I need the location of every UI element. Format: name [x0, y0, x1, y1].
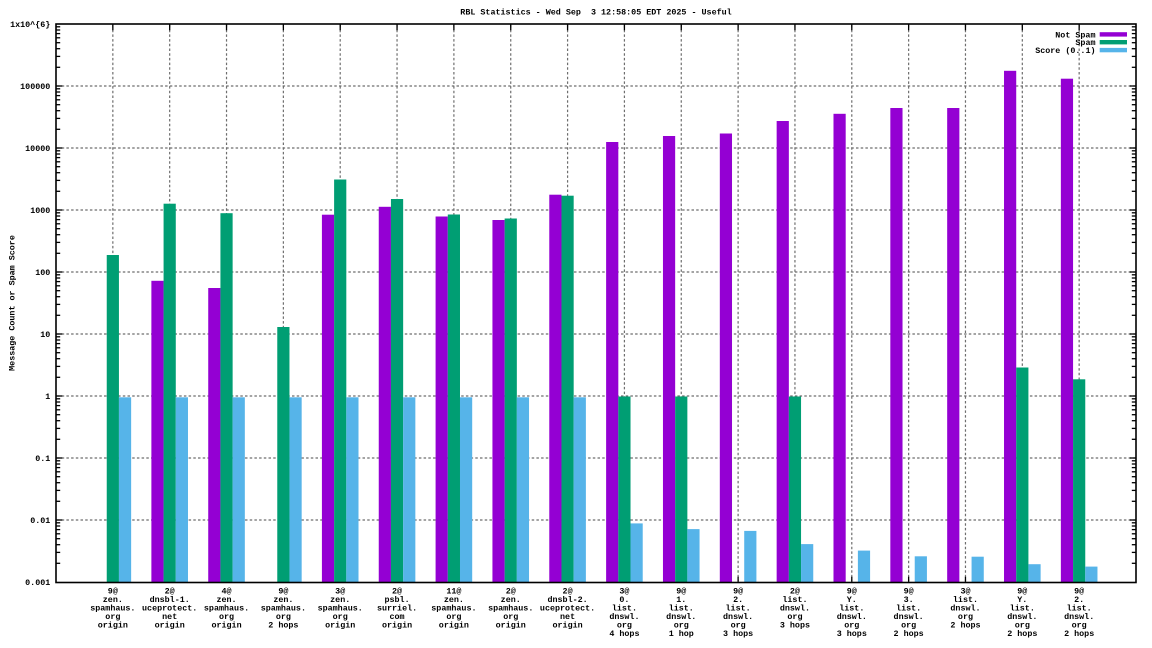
- svg-text:Message Count or Spam Score: Message Count or Spam Score: [7, 235, 17, 371]
- svg-text:10000: 10000: [25, 144, 50, 154]
- svg-text:100000: 100000: [20, 82, 50, 92]
- svg-text:10: 10: [40, 330, 50, 340]
- svg-text:0.01: 0.01: [30, 516, 50, 526]
- svg-text:100: 100: [35, 268, 50, 278]
- svg-text:Not Spam: Not Spam: [1055, 30, 1095, 40]
- svg-text:0.001: 0.001: [25, 578, 50, 588]
- svg-text:0.1: 0.1: [35, 454, 50, 464]
- svg-text:1x10^{6}: 1x10^{6}: [10, 20, 50, 30]
- svg-text:Spam: Spam: [1075, 38, 1095, 48]
- svg-text:RBL Statistics - Wed Sep 3 12: RBL Statistics - Wed Sep 3 12:58:05 EDT …: [460, 7, 731, 17]
- svg-text:1: 1: [45, 392, 50, 402]
- svg-text:Score (0..1): Score (0..1): [1035, 46, 1095, 56]
- svg-text:1000: 1000: [30, 206, 50, 216]
